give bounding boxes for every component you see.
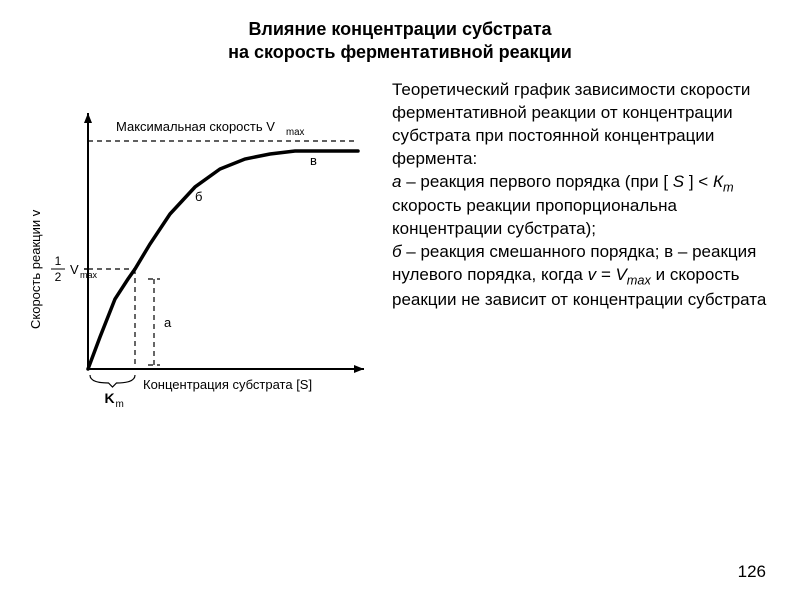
desc-v-sub: max (627, 272, 651, 287)
svg-text:2: 2 (55, 270, 62, 284)
desc-intro: Теоретический график зависимости скорост… (392, 80, 750, 168)
desc-a-s: S (673, 172, 684, 191)
description-text: Теоретический график зависимости скорост… (380, 79, 780, 424)
desc-a-3: скорость реакции пропорциональна концент… (392, 196, 677, 238)
svg-text:1: 1 (55, 254, 62, 268)
svg-text:Максимальная скорость V: Максимальная скорость V (116, 119, 275, 134)
svg-text:Концентрация субстрата [S]: Концентрация субстрата [S] (143, 377, 312, 392)
title-line-1: Влияние концентрации субстрата (248, 19, 551, 39)
svg-text:Скорость реакции v: Скорость реакции v (28, 209, 43, 329)
svg-text:max: max (286, 127, 305, 138)
desc-a-km-sub: m (723, 179, 734, 194)
svg-text:б: б (195, 189, 202, 204)
svg-text:m: m (116, 399, 124, 410)
svg-text:а: а (164, 315, 172, 330)
svg-text:V: V (70, 262, 79, 277)
saturation-curve-chart: Максимальная скорость Vmax12VmaxабвKmСко… (20, 79, 380, 419)
desc-b-label: б (392, 242, 402, 261)
chart-container: Максимальная скорость Vmax12VmaxабвKmСко… (20, 79, 380, 424)
svg-text:в: в (310, 153, 317, 168)
title-line-2: на скорость ферментативной реакции (228, 42, 572, 62)
desc-v-eq: v = V (588, 265, 627, 284)
page-title: Влияние концентрации субстрата на скорос… (0, 0, 800, 65)
desc-a-1: – реакция первого порядка (при [ (401, 172, 672, 191)
svg-text:K: K (105, 390, 115, 406)
page-number: 126 (738, 562, 766, 582)
content-row: Максимальная скорость V max 1 2Vmax а б в Km Ско… (0, 65, 800, 424)
desc-a-2: ] < (684, 172, 713, 191)
desc-a-km: К (713, 172, 723, 191)
